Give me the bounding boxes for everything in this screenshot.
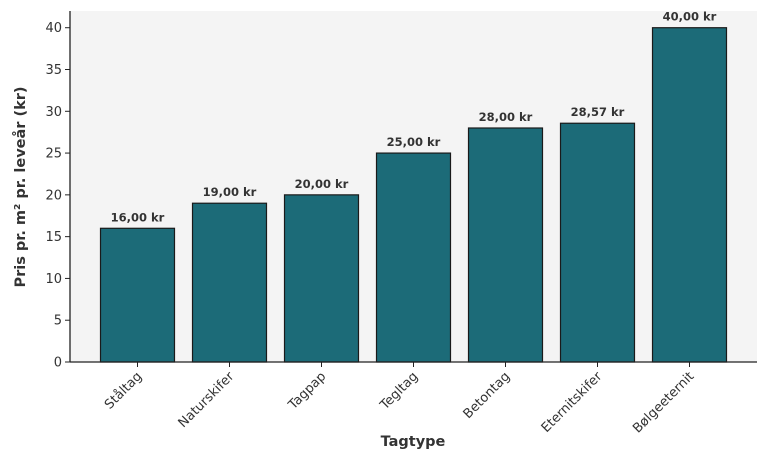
x-tick-label: Bølgeeternit — [630, 369, 697, 436]
y-tick-label: 35 — [45, 63, 62, 78]
y-tick-label: 5 — [54, 314, 62, 329]
y-tick-label: 40 — [45, 21, 62, 36]
x-tick-label: Tagpap — [285, 369, 329, 413]
x-tick-label: Betontag — [461, 369, 514, 422]
bar-value-label: 28,57 kr — [571, 105, 625, 119]
y-tick-label: 30 — [45, 105, 62, 120]
y-tick-label: 25 — [45, 147, 62, 162]
x-tick-label: Tegltag — [377, 369, 421, 413]
bar — [651, 27, 728, 363]
bar-value-label: 20,00 kr — [295, 177, 349, 191]
x-axis-title: Tagtype — [381, 434, 446, 450]
bar-value-label: 40,00 kr — [663, 10, 717, 24]
y-axis: 0 5 10 15 20 25 30 35 40 — [45, 21, 70, 371]
bar-value-label: 16,00 kr — [111, 210, 165, 224]
bar — [99, 227, 176, 363]
y-axis-title: Pris pr. m² pr. leveår (kr) — [12, 86, 29, 287]
y-tick-label: 10 — [45, 272, 62, 287]
x-tick-label: Eternitskifer — [539, 369, 606, 436]
bar-value-label: 28,00 kr — [479, 110, 533, 124]
x-tick-label: Naturskifer — [176, 369, 238, 431]
bars-group: 16,00 kr 19,00 kr 20,00 kr 25,00 kr 28,00 kr… — [99, 10, 728, 363]
bar — [283, 194, 360, 363]
bar — [467, 127, 544, 363]
x-tick-label: Ståltag — [102, 369, 145, 412]
bar — [559, 122, 636, 363]
x-axis: Ståltag Naturskifer Tagpap Tegltag Betontag E… — [102, 362, 697, 436]
y-tick-label: 15 — [45, 230, 62, 245]
bar — [375, 152, 452, 363]
bar-value-label: 19,00 kr — [203, 185, 257, 199]
y-tick-label: 0 — [54, 356, 62, 371]
bar-value-label: 25,00 kr — [387, 135, 441, 149]
bar — [191, 202, 268, 363]
y-tick-label: 20 — [45, 188, 62, 203]
